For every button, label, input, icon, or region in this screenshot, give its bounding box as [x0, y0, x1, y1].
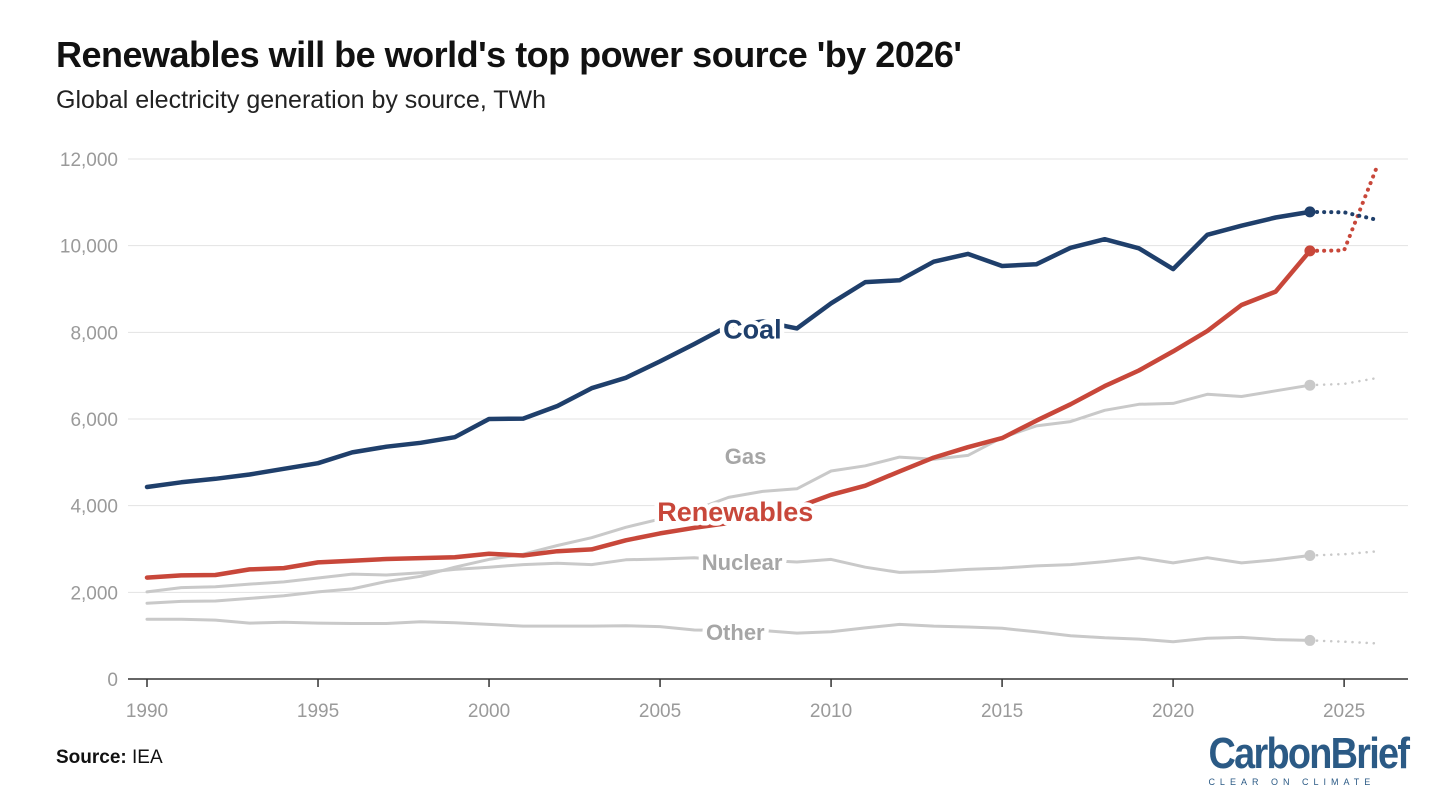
- x-tick-label: 2025: [1323, 701, 1365, 722]
- carbonbrief-logo: CarbonBrief CLEAR ON CLIMATE: [1176, 729, 1409, 788]
- nuclear-forecast-line: [1308, 549, 1380, 557]
- source-label: Source:: [56, 747, 127, 768]
- y-tick-label: 8,000: [70, 323, 118, 344]
- chart-subtitle: Global electricity generation by source,…: [56, 86, 547, 114]
- renewables-series-label: Renewables: [657, 497, 813, 527]
- gas-endpoint-marker: [1304, 379, 1316, 391]
- source-value: IEA: [132, 747, 163, 768]
- chart-title: Renewables will be world's top power sou…: [56, 34, 962, 75]
- source-note: Source: IEA: [56, 747, 163, 769]
- renewables-endpoint-marker: [1304, 245, 1316, 257]
- y-tick-label: 2,000: [70, 583, 118, 604]
- x-tick-label: 2010: [810, 701, 852, 722]
- y-tick-label: 12,000: [60, 150, 118, 171]
- other-endpoint-marker: [1304, 634, 1316, 646]
- nuclear-series-label: Nuclear: [702, 550, 783, 575]
- x-tick-label: 1990: [126, 701, 168, 722]
- renewables-forecast-line: [1307, 161, 1381, 253]
- logo-wordmark: CarbonBrief: [1208, 729, 1409, 778]
- gas-series-line: [145, 383, 1312, 605]
- gas-forecast-line: [1308, 376, 1380, 387]
- coal-endpoint-marker: [1304, 206, 1316, 218]
- nuclear-series-line: [145, 554, 1312, 594]
- coal-forecast-line: [1307, 209, 1381, 223]
- y-tick-label: 10,000: [60, 237, 118, 258]
- nuclear-endpoint-marker: [1304, 550, 1316, 561]
- coal-series-line: [144, 209, 1313, 490]
- renewables-series-line: [144, 248, 1313, 580]
- x-tick-label: 1995: [297, 701, 339, 722]
- x-tick-label: 2005: [639, 701, 681, 722]
- gas-series-label: Gas: [725, 444, 767, 469]
- x-tick-label: 2000: [468, 701, 510, 722]
- other-series-label: Other: [706, 620, 765, 645]
- x-tick-label: 2015: [981, 701, 1023, 722]
- other-series-line: [145, 617, 1312, 644]
- logo-tagline: CLEAR ON CLIMATE: [1208, 777, 1376, 787]
- y-tick-label: 4,000: [70, 497, 118, 518]
- y-tick-label: 0: [107, 670, 118, 691]
- y-tick-label: 6,000: [70, 410, 118, 431]
- other-forecast-line: [1308, 639, 1380, 645]
- coal-series-label: Coal: [723, 314, 782, 344]
- x-tick-label: 2020: [1152, 701, 1194, 722]
